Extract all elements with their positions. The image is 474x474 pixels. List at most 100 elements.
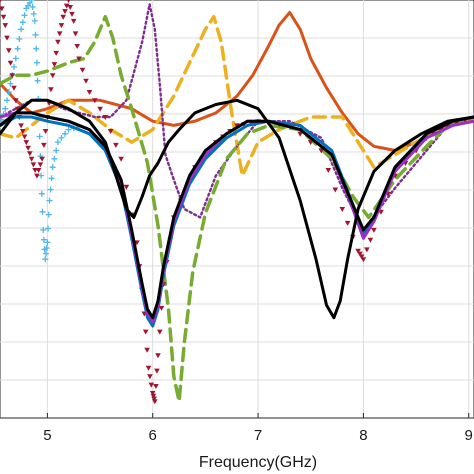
series-line-4 bbox=[0, 14, 474, 404]
triangle-marker bbox=[344, 220, 351, 226]
triangle-marker bbox=[297, 131, 303, 137]
plus-marker bbox=[44, 239, 51, 246]
plus-marker bbox=[18, 26, 25, 33]
triangle-marker bbox=[360, 257, 367, 263]
triangle-marker bbox=[27, 151, 33, 157]
series-group bbox=[0, 0, 474, 405]
plus-marker bbox=[38, 190, 45, 197]
triangle-marker bbox=[144, 347, 150, 353]
triangle-marker bbox=[318, 148, 325, 154]
series-line-9 bbox=[0, 98, 474, 320]
triangle-marker bbox=[102, 115, 109, 120]
triangle-marker bbox=[134, 240, 140, 246]
triangle-marker bbox=[72, 31, 79, 37]
triangle-marker bbox=[66, 0, 71, 3]
x-tick-label: 8 bbox=[359, 427, 367, 444]
plus-marker bbox=[62, 130, 68, 137]
triangle-marker bbox=[92, 98, 98, 104]
triangle-marker bbox=[49, 73, 56, 79]
plus-marker bbox=[42, 256, 49, 263]
triangle-marker bbox=[142, 329, 149, 335]
triangle-marker bbox=[37, 162, 44, 168]
triangle-marker bbox=[48, 87, 54, 93]
triangle-marker bbox=[147, 374, 153, 380]
x-axis-label: Frequency(GHz) bbox=[199, 454, 317, 471]
triangle-marker bbox=[20, 129, 26, 134]
series-line-2 bbox=[0, 14, 474, 178]
triangle-marker bbox=[14, 106, 21, 112]
triangle-marker bbox=[118, 156, 124, 162]
plot-area bbox=[0, 0, 474, 419]
triangle-marker bbox=[55, 39, 61, 45]
triangle-marker bbox=[79, 67, 86, 73]
triangle-marker bbox=[58, 23, 65, 29]
triangle-marker bbox=[13, 98, 19, 104]
triangle-marker bbox=[11, 85, 17, 91]
triangle-marker bbox=[149, 390, 156, 396]
triangle-marker bbox=[107, 129, 114, 134]
triangle-marker bbox=[86, 90, 93, 95]
triangle-marker bbox=[62, 9, 68, 15]
plus-marker bbox=[12, 55, 19, 62]
plus-marker bbox=[47, 186, 54, 193]
plus-marker bbox=[53, 147, 60, 154]
triangle-marker bbox=[307, 140, 314, 146]
triangle-marker bbox=[67, 5, 73, 10]
triangle-marker bbox=[69, 11, 75, 17]
plus-marker bbox=[65, 126, 72, 133]
triangle-marker bbox=[7, 60, 14, 66]
triangle-marker bbox=[145, 365, 152, 371]
plus-marker bbox=[33, 59, 40, 66]
triangle-marker bbox=[74, 44, 80, 49]
plus-marker bbox=[58, 134, 65, 141]
triangle-marker bbox=[30, 162, 37, 168]
x-tick-label: 7 bbox=[254, 427, 262, 444]
triangle-marker bbox=[28, 156, 35, 162]
triangle-marker bbox=[9, 73, 16, 79]
triangle-marker bbox=[76, 56, 82, 62]
plus-marker bbox=[5, 89, 12, 95]
plus-marker bbox=[14, 45, 21, 52]
triangle-marker bbox=[158, 305, 165, 311]
triangle-marker bbox=[70, 18, 77, 24]
plus-marker bbox=[46, 197, 53, 204]
triangle-marker bbox=[53, 50, 59, 56]
triangle-marker bbox=[35, 168, 42, 173]
plus-marker bbox=[38, 172, 45, 179]
plus-marker bbox=[45, 225, 52, 232]
triangle-marker bbox=[2, 23, 9, 29]
plus-marker bbox=[36, 133, 43, 140]
triangle-marker bbox=[97, 106, 103, 112]
plus-marker bbox=[45, 211, 52, 218]
triangle-marker bbox=[21, 134, 28, 140]
x-tick-label: 6 bbox=[149, 427, 157, 444]
triangle-marker bbox=[357, 251, 363, 257]
triangle-marker bbox=[51, 62, 58, 68]
triangle-marker bbox=[56, 31, 63, 37]
series-line-10 bbox=[0, 111, 474, 320]
plus-marker bbox=[48, 175, 55, 182]
triangle-marker bbox=[6, 48, 12, 54]
plus-marker bbox=[30, 10, 37, 17]
triangle-marker bbox=[0, 14, 7, 20]
triangle-marker bbox=[148, 382, 155, 388]
plus-marker bbox=[32, 31, 39, 38]
x-tick-label: 5 bbox=[43, 427, 51, 444]
plus-marker bbox=[54, 139, 61, 146]
triangle-marker bbox=[34, 173, 40, 179]
x-tick-label: 9 bbox=[465, 427, 473, 444]
triangle-marker bbox=[367, 237, 374, 243]
triangle-marker bbox=[155, 353, 161, 359]
triangle-marker bbox=[332, 187, 339, 193]
triangle-marker bbox=[63, 3, 70, 9]
triangle-marker bbox=[157, 329, 163, 335]
plus-marker bbox=[16, 36, 23, 42]
plus-marker bbox=[39, 208, 46, 215]
plus-marker bbox=[31, 17, 38, 24]
triangle-marker bbox=[60, 14, 66, 20]
triangle-marker bbox=[4, 35, 10, 41]
triangle-marker bbox=[41, 142, 47, 148]
triangle-marker bbox=[325, 168, 332, 173]
plus-marker bbox=[19, 19, 26, 26]
